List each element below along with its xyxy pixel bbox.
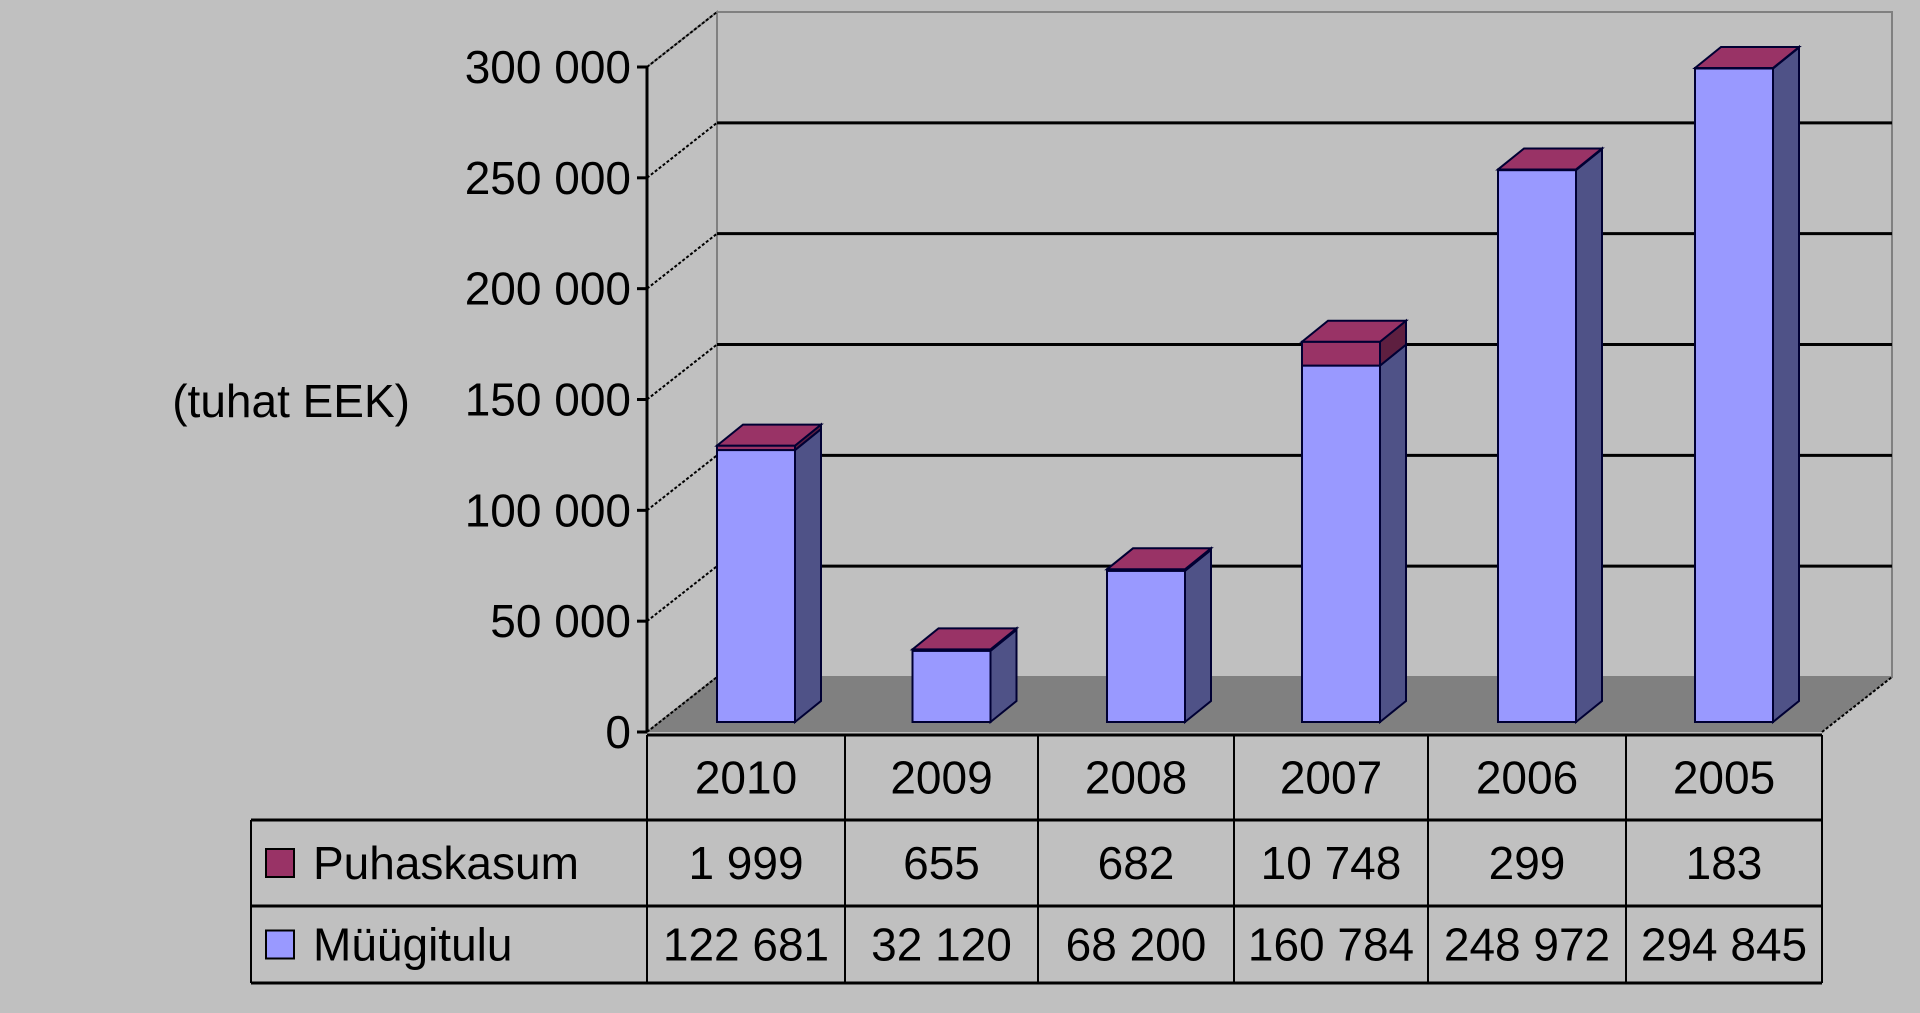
bar-front bbox=[911, 649, 992, 723]
table-cell: 682 bbox=[1098, 837, 1175, 889]
bar-top bbox=[909, 627, 1020, 651]
x-category-label: 2010 bbox=[695, 752, 797, 804]
data-table: 2010 2009 2008 2007 2006 2005 Puhaskasum 1 999 6… bbox=[250, 733, 1823, 985]
legend-key-icon bbox=[265, 848, 295, 878]
table-cell: 32 120 bbox=[871, 919, 1012, 971]
bar-front bbox=[1301, 364, 1381, 723]
bar-segment-müügitulu bbox=[1497, 147, 1603, 725]
bar-front bbox=[716, 449, 796, 723]
y-tick-label: 200 000 bbox=[465, 263, 631, 315]
bar-series bbox=[714, 44, 1802, 725]
bar-segment-puhaskasum bbox=[714, 422, 824, 453]
table-cell: 248 972 bbox=[1444, 919, 1610, 971]
y-axis: 0 50 000 100 000 150 000 200 000 250 000 300 0… bbox=[465, 41, 649, 758]
bar-side bbox=[1184, 547, 1212, 725]
bar-top bbox=[1104, 547, 1214, 571]
x-category-label: 2007 bbox=[1280, 752, 1382, 804]
table-cell: 122 681 bbox=[663, 919, 829, 971]
bar-front bbox=[1301, 340, 1381, 367]
y-tick-label: 50 000 bbox=[490, 595, 631, 647]
legend-label: Müügitulu bbox=[313, 919, 512, 971]
bar-segment-puhaskasum bbox=[1299, 318, 1409, 368]
bar-top bbox=[714, 423, 824, 447]
bar-top bbox=[1692, 46, 1802, 70]
bar-segment-müügitulu bbox=[911, 627, 1018, 725]
bar-front bbox=[1106, 569, 1186, 723]
legend-label: Puhaskasum bbox=[313, 837, 579, 889]
side-wall bbox=[646, 9, 718, 735]
bar-segment-müügitulu bbox=[716, 426, 822, 725]
y-tick-label: 100 000 bbox=[465, 484, 631, 536]
bar-segment-müügitulu bbox=[1106, 547, 1212, 725]
bar-segment-puhaskasum bbox=[909, 626, 1020, 653]
y-tick-label: 0 bbox=[605, 706, 631, 758]
x-category-label: 2008 bbox=[1085, 752, 1187, 804]
y-tick-label: 250 000 bbox=[465, 152, 631, 204]
bar-segment-puhaskasum bbox=[1495, 146, 1605, 173]
legend-key-icon bbox=[265, 929, 295, 960]
y-axis-title: (tuhat EEK) bbox=[172, 375, 410, 427]
bar-front bbox=[1497, 169, 1577, 723]
table-cell: 183 bbox=[1686, 837, 1763, 889]
y-tick-label: 300 000 bbox=[465, 41, 631, 93]
bar-segment-müügitulu bbox=[1301, 342, 1407, 725]
bar-top bbox=[1495, 147, 1605, 171]
bar-segment-müügitulu bbox=[1694, 45, 1800, 725]
bar-side bbox=[1772, 45, 1800, 725]
bar-top bbox=[1299, 319, 1409, 343]
table-cell: 68 200 bbox=[1066, 919, 1207, 971]
bar-segment-puhaskasum bbox=[1692, 44, 1802, 71]
table-cell: 299 bbox=[1489, 837, 1566, 889]
bar-side bbox=[1575, 147, 1603, 725]
bar-side bbox=[1379, 342, 1407, 725]
table-cell: 655 bbox=[903, 837, 980, 889]
bar-front bbox=[1694, 67, 1774, 723]
table-cell: 1 999 bbox=[688, 837, 803, 889]
x-category-label: 2009 bbox=[890, 752, 992, 804]
table-cell: 160 784 bbox=[1248, 919, 1414, 971]
bar-side bbox=[794, 426, 822, 725]
table-cell: 294 845 bbox=[1641, 919, 1807, 971]
y-tick-label: 150 000 bbox=[465, 374, 631, 426]
x-category-label: 2005 bbox=[1673, 752, 1775, 804]
table-cell: 10 748 bbox=[1261, 837, 1402, 889]
x-category-label: 2006 bbox=[1476, 752, 1578, 804]
bar-segment-puhaskasum bbox=[1104, 546, 1214, 573]
